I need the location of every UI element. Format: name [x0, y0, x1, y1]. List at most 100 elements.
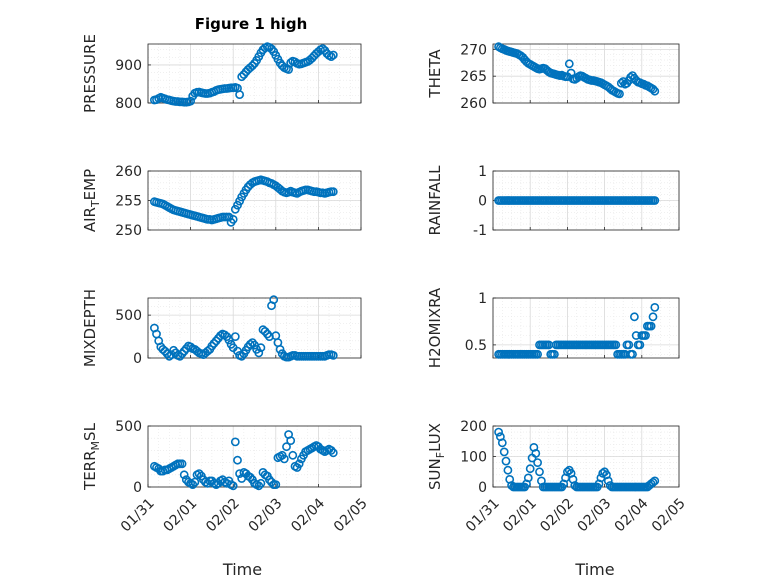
data-point: [494, 427, 503, 437]
y-axis-label: H2OMIXRA: [426, 287, 444, 368]
data-point: [326, 445, 336, 455]
data-point: [245, 472, 255, 482]
y-tick-label: 1: [478, 164, 487, 180]
data-point: [616, 78, 626, 88]
y-axis-label-main: SUN: [426, 458, 444, 490]
y-tick-label: 0: [133, 351, 142, 367]
data-point: [230, 332, 240, 341]
data-point: [603, 476, 613, 486]
data-point: [650, 86, 660, 96]
data-point: [503, 465, 513, 475]
data-point: [230, 437, 240, 447]
subplot-mixdepth: 0 500 MIXDEPTH: [81, 289, 362, 367]
y-axis-label-main: H2OMIXRA: [426, 287, 444, 368]
y-tick-label: 260: [460, 96, 487, 112]
y-axis-label-suffix: LUX: [426, 423, 444, 452]
y-axis-label-main: AIR: [81, 207, 99, 232]
data-point: [228, 481, 238, 491]
data-point: [203, 346, 212, 356]
data-markers: [149, 430, 338, 491]
data-point: [228, 214, 238, 224]
y-tick-label: 260: [115, 164, 142, 180]
data-point: [650, 196, 660, 205]
data-point: [650, 476, 660, 486]
data-point: [220, 330, 230, 340]
data-point: [233, 455, 242, 465]
subplot-theta: 260 265 270 THETA: [426, 42, 680, 112]
data-point: [294, 459, 304, 469]
data-point: [254, 348, 264, 358]
y-tick-label: 250: [115, 223, 142, 239]
y-tick-label: 0: [133, 480, 142, 496]
data-point: [624, 340, 634, 350]
axes-box: [492, 43, 680, 104]
data-point: [275, 344, 285, 354]
y-tick-label: 255: [115, 194, 142, 210]
data-point: [641, 331, 650, 340]
y-tick-label: 800: [115, 96, 142, 112]
subplot-air_temp: 250 255 260 AIRTEMP: [81, 164, 362, 239]
data-point: [186, 342, 195, 352]
data-markers: [494, 196, 660, 205]
y-axis-label-main: PRESSURE: [81, 34, 99, 113]
data-point: [192, 346, 202, 356]
data-point: [247, 338, 257, 347]
y-axis-label: AIRTEMP: [81, 169, 102, 232]
data-point: [611, 340, 621, 350]
x-axis-label: Time: [222, 560, 262, 579]
data-point: [307, 53, 317, 63]
y-axis-label-main: MIXDEPTH: [81, 289, 99, 367]
data-markers: [149, 295, 338, 362]
axes-box: [147, 297, 362, 359]
data-point: [648, 84, 658, 94]
data-markers: [149, 42, 338, 107]
data-markers: [494, 42, 660, 99]
data-point: [533, 458, 542, 467]
data-point: [194, 469, 204, 478]
data-point: [630, 312, 639, 322]
data-point: [328, 187, 338, 197]
subplot-rainfall: -1 0 1 RAINFALL: [426, 164, 680, 239]
y-tick-label: 100: [460, 450, 487, 466]
data-point: [269, 295, 279, 305]
figure-title: Figure 1 high: [195, 15, 308, 33]
data-point: [328, 448, 338, 458]
y-axis-label: THETA: [426, 49, 444, 99]
y-tick-label: 265: [460, 69, 487, 85]
data-point: [237, 72, 247, 82]
y-axis-label-main: TERR: [81, 450, 99, 491]
data-point: [186, 96, 195, 106]
y-tick-label: -1: [473, 223, 487, 239]
data-point: [256, 478, 266, 488]
data-point: [267, 477, 276, 487]
data-point: [209, 338, 219, 348]
y-tick-label: 0.5: [465, 338, 487, 354]
data-point: [254, 481, 264, 491]
data-point: [264, 475, 274, 485]
data-point: [179, 470, 189, 480]
data-point: [648, 312, 658, 322]
data-point: [650, 302, 660, 312]
data-point: [235, 90, 244, 99]
data-point: [286, 436, 296, 445]
data-point: [648, 477, 658, 487]
data-point: [288, 450, 298, 460]
data-point: [328, 350, 338, 360]
y-axis-label-subscript: F: [434, 452, 447, 458]
data-point: [564, 59, 574, 69]
data-point: [499, 447, 509, 457]
data-point: [177, 459, 187, 469]
data-point: [245, 339, 255, 349]
y-axis-label-subscript: M: [89, 441, 102, 451]
y-axis-label: PRESSURE: [81, 34, 99, 113]
y-tick-label: 1: [478, 291, 487, 307]
subplot-h2omixra: 0.5 1 H2OMIXRA: [426, 287, 680, 368]
y-tick-label: 500: [115, 308, 142, 324]
data-point: [188, 480, 198, 489]
y-tick-label: 0: [478, 194, 487, 210]
y-axis-label-suffix: SL: [81, 422, 99, 441]
y-axis-label-suffix: EMP: [81, 169, 99, 200]
y-tick-label: 270: [460, 42, 487, 58]
data-point: [256, 343, 266, 353]
